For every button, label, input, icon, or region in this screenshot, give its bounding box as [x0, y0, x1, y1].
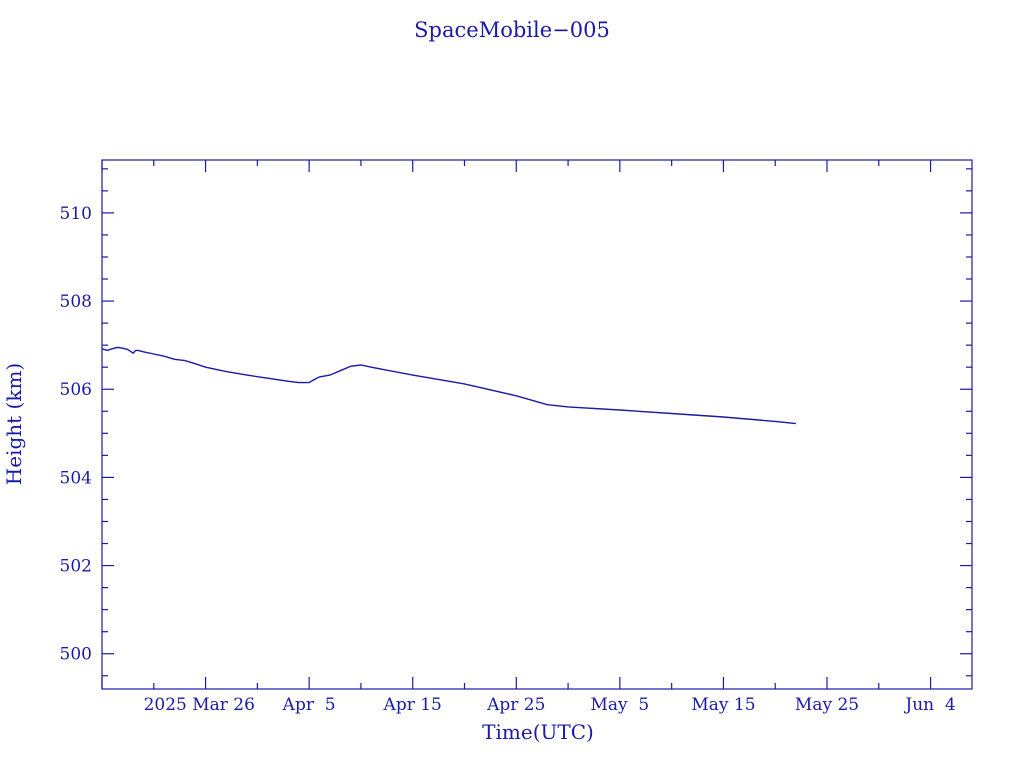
x-tick-label: Apr 5 — [282, 695, 336, 715]
x-tick-label: Apr 15 — [383, 695, 442, 715]
y-tick-label: 502 — [60, 557, 92, 577]
y-axis-ticks: 500 502 504 506 508 510 — [60, 168, 972, 677]
plot-frame — [101, 159, 973, 690]
x-tick-label: May 25 — [795, 695, 859, 715]
y-tick-label: 500 — [60, 645, 92, 665]
y-tick-label: 504 — [60, 468, 92, 488]
y-axis-label: Height (km) — [2, 363, 26, 485]
y-tick-label: 508 — [60, 292, 92, 312]
y-tick-label: 510 — [60, 204, 92, 224]
chart-title: SpaceMobile−005 — [414, 18, 610, 42]
x-tick-label: Jun 4 — [903, 695, 955, 715]
x-tick-label: May 15 — [691, 695, 755, 715]
x-tick-label: May 5 — [590, 695, 649, 715]
series-layer — [101, 346, 796, 425]
x-tick-label: Apr 25 — [486, 695, 545, 715]
y-tick-label: 506 — [60, 380, 92, 400]
height-series-line — [101, 346, 796, 425]
x-tick-label: 2025 Mar 26 — [144, 695, 255, 715]
x-axis-label: Time(UTC) — [482, 720, 594, 744]
x-axis-ticks: 2025 Mar 26 Apr 5 Apr 15 Apr 25 May 5 May 15 M… — [101, 160, 956, 715]
